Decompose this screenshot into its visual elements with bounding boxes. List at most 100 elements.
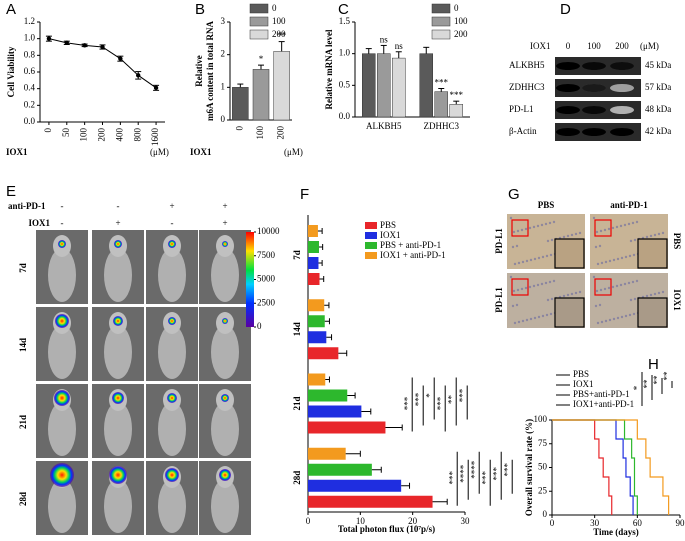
cell — [598, 303, 602, 307]
x-tick-label: 400 — [114, 128, 124, 142]
error-bar — [438, 88, 445, 92]
cell — [552, 279, 556, 283]
cell — [546, 239, 550, 243]
x-tick-label: 0 — [306, 516, 311, 526]
bar — [449, 104, 463, 118]
x-tick-label: 30 — [590, 518, 600, 528]
cell — [545, 254, 549, 258]
bar — [308, 447, 346, 460]
error-bar — [453, 100, 460, 105]
panel-letter: D — [560, 1, 571, 18]
significance: * — [632, 385, 642, 390]
cell — [528, 285, 532, 289]
cell — [619, 283, 623, 287]
y-tick-label: 0.6 — [24, 66, 36, 76]
cell — [528, 226, 532, 230]
cell — [635, 279, 639, 283]
error-bar — [278, 41, 285, 52]
day-label: 7d — [18, 263, 28, 273]
size-label: 48 kDa — [645, 104, 671, 114]
cell — [521, 319, 525, 323]
x-tick-label: ALKBH5 — [366, 121, 402, 131]
cell — [520, 287, 524, 291]
group-label: anti-PD-1 — [8, 201, 46, 211]
mouse-body — [211, 248, 239, 302]
cell — [608, 318, 612, 322]
legend-label: 200 — [454, 29, 468, 39]
error-bar — [324, 318, 330, 325]
y-tick-label: 1.2 — [24, 16, 35, 26]
cell — [594, 304, 598, 308]
cell — [517, 261, 521, 265]
bar — [392, 57, 406, 118]
cell — [570, 233, 574, 237]
cell — [570, 292, 574, 296]
cell — [615, 225, 619, 229]
signal — [167, 393, 177, 403]
unit-label: (μM) — [640, 41, 659, 51]
band — [610, 106, 634, 114]
cell — [645, 235, 649, 239]
x-tick-label: 50 — [61, 128, 71, 138]
cell — [545, 313, 549, 317]
cell — [600, 320, 604, 324]
legend-swatch — [365, 232, 377, 239]
bar — [308, 463, 372, 476]
y-tick-label: 50 — [538, 462, 548, 472]
cell — [653, 292, 657, 296]
cell — [574, 232, 578, 236]
significance: *** — [491, 467, 501, 481]
panel-letter: E — [6, 183, 16, 200]
error-bar — [347, 392, 356, 399]
significance: *** — [480, 471, 490, 485]
cell — [525, 318, 529, 322]
cell — [562, 294, 566, 298]
signal — [54, 390, 70, 406]
row-label: PD-L1 — [494, 228, 504, 254]
x-axis-label: Total photon flux (10⁷p/s) — [338, 524, 435, 534]
cell — [512, 289, 516, 293]
row-label: IOX1 — [672, 289, 682, 311]
protein-label: β-Actin — [509, 126, 537, 136]
survival-curve — [552, 419, 638, 515]
sign: + — [169, 201, 174, 211]
x-axis-label: IOX1 — [6, 147, 28, 157]
sign: + — [115, 218, 120, 228]
band — [556, 106, 580, 114]
colorbar-label: 0 — [257, 321, 262, 331]
cell — [552, 220, 556, 224]
bar — [308, 347, 339, 360]
cell — [516, 288, 520, 292]
y-tick-label: 1 — [221, 81, 226, 91]
survival-curve — [552, 419, 634, 515]
significance: *** — [435, 78, 449, 88]
cell — [599, 229, 603, 233]
roi — [511, 219, 529, 237]
y-tick-label: 0.5 — [339, 79, 351, 89]
cell — [627, 281, 631, 285]
signal — [165, 468, 179, 482]
cell — [607, 286, 611, 290]
significance: ns — [380, 34, 389, 44]
cell — [595, 289, 599, 293]
error-bar — [258, 64, 264, 70]
day-label: 14d — [18, 338, 28, 352]
bar — [308, 225, 318, 237]
bar — [308, 273, 320, 285]
y-axis-label: m6A content in total RNA — [205, 21, 215, 121]
legend-label: PBS + anti-PD-1 — [380, 240, 441, 250]
data-point — [153, 85, 159, 91]
mouse-body — [48, 402, 76, 456]
x-tick-label: 200 — [276, 126, 286, 140]
significance: **** — [469, 460, 479, 479]
legend-label: 100 — [272, 16, 286, 26]
cell — [595, 230, 599, 234]
band — [582, 84, 606, 92]
cell — [635, 220, 639, 224]
legend-swatch — [249, 16, 269, 27]
colorbar — [246, 232, 254, 327]
x-tick-label: 30 — [461, 516, 471, 526]
lane-label: 0 — [566, 41, 571, 51]
cell — [596, 262, 600, 266]
